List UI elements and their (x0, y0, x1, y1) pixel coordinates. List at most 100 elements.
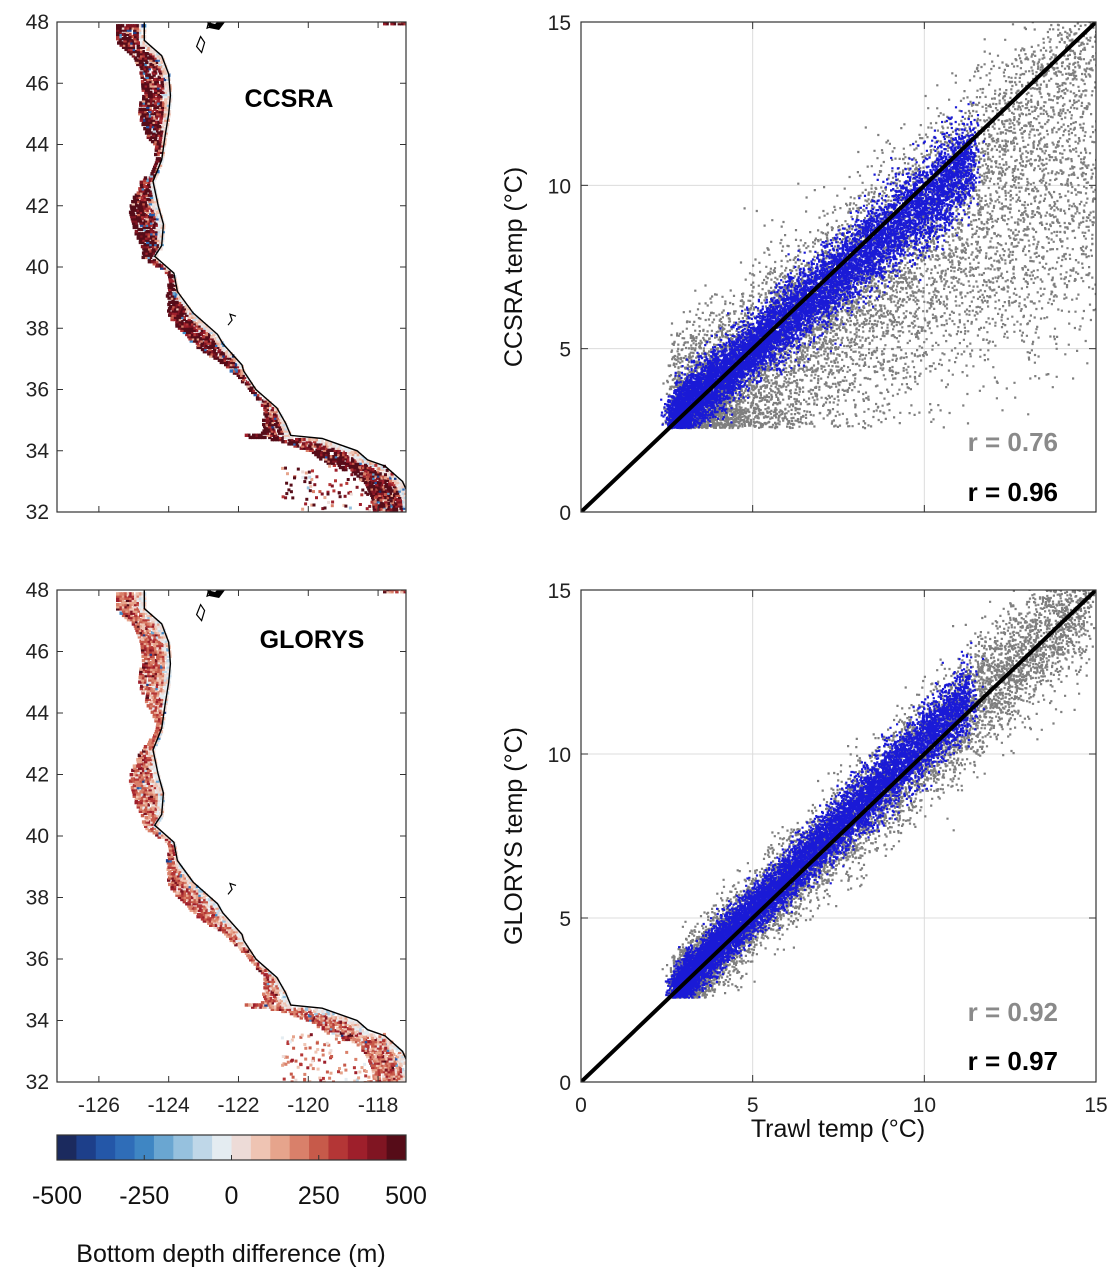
depth-cell (158, 693, 162, 697)
depth-cell (377, 493, 381, 497)
depth-cell (190, 895, 194, 900)
depth-cell (168, 275, 172, 279)
depth-cell (348, 452, 352, 457)
depth-cell (154, 60, 159, 64)
depth-cell (149, 99, 153, 103)
depth-cell (369, 1057, 373, 1061)
depth-cell (154, 742, 158, 747)
depth-cell (151, 667, 155, 671)
depth-cell (149, 229, 153, 234)
depth-cell (256, 1003, 261, 1007)
depth-cell (145, 630, 150, 635)
depth-cell (121, 41, 126, 45)
depth-cell (132, 792, 136, 796)
depth-cell (390, 495, 394, 500)
depth-cell (293, 440, 297, 444)
depth-cell (156, 721, 160, 725)
depth-cell (152, 167, 156, 172)
depth-cell (157, 148, 161, 152)
depth-cell (376, 474, 380, 478)
depth-cell (180, 320, 184, 324)
depth-cell (224, 360, 228, 365)
depth-cell (203, 915, 208, 919)
depth-cell (160, 139, 165, 144)
depth-cell (153, 56, 157, 60)
depth-cell (192, 315, 196, 320)
depth-cell (210, 341, 214, 345)
depth-cell (156, 152, 160, 157)
depth-cell (282, 1007, 287, 1011)
depth-cell (378, 1048, 382, 1052)
depth-cell (194, 315, 199, 320)
depth-cell (131, 779, 135, 783)
depth-cell (165, 75, 169, 79)
depth-cell (153, 234, 158, 238)
depth-cell (158, 69, 162, 73)
depth-cell (304, 437, 309, 442)
depth-cell (148, 824, 153, 828)
depth-cell (209, 921, 213, 925)
depth-cell (135, 24, 139, 28)
depth-cell (206, 908, 211, 912)
depth-cell (353, 450, 357, 455)
depth-cell (194, 895, 199, 900)
depth-cell (147, 641, 151, 646)
depth-cell (310, 478, 314, 481)
depth-cell (338, 446, 342, 450)
depth-cell (294, 1011, 299, 1016)
depth-cell (151, 656, 155, 661)
depth-cell (197, 328, 201, 332)
depth-cell (138, 602, 142, 607)
depth-cell (171, 874, 175, 878)
depth-cell (378, 1065, 382, 1070)
depth-cell (155, 129, 159, 133)
depth-cell (146, 232, 151, 236)
depth-cell (358, 1035, 362, 1039)
depth-cell (149, 667, 153, 671)
depth-cell (384, 1057, 388, 1061)
depth-cell (264, 988, 268, 992)
depth-cell (392, 508, 396, 512)
depth-cell (322, 444, 327, 448)
depth-cell (277, 420, 282, 425)
depth-cell (147, 217, 152, 221)
depth-cell (159, 150, 163, 154)
depth-cell (148, 62, 152, 67)
depth-cell (226, 923, 230, 927)
depth-cell (321, 1011, 325, 1016)
depth-cell (207, 328, 211, 332)
depth-cell (270, 425, 274, 429)
depth-cell (225, 925, 229, 930)
depth-cell (387, 1078, 391, 1082)
depth-cell (325, 1018, 329, 1022)
depth-cell (157, 734, 162, 738)
depth-cell (273, 977, 277, 981)
depth-cell (371, 474, 375, 478)
depth-cell (271, 979, 276, 983)
depth-cell (156, 169, 160, 174)
depth-cell (372, 504, 376, 508)
depth-cell (344, 1077, 348, 1081)
depth-cell (131, 611, 136, 615)
depth-cell (137, 635, 142, 639)
depth-cell (144, 626, 148, 630)
depth-cell (405, 1083, 408, 1086)
depth-cell (158, 667, 163, 671)
depth-cell (273, 996, 278, 1001)
depth-cell (332, 489, 336, 493)
depth-cell (138, 766, 142, 770)
depth-cell (140, 34, 144, 39)
depth-cell (187, 317, 191, 322)
depth-cell (390, 1054, 394, 1059)
depth-cell (142, 180, 146, 184)
depth-cell (216, 339, 220, 343)
depth-cell (206, 335, 211, 339)
depth-cell (309, 437, 314, 442)
depth-cell (146, 639, 151, 643)
depth-cell (147, 178, 152, 182)
depth-cell (153, 221, 158, 225)
depth-cell (287, 488, 291, 492)
depth-cell (158, 56, 162, 60)
depth-cell (142, 635, 146, 639)
depth-cell (231, 932, 235, 936)
